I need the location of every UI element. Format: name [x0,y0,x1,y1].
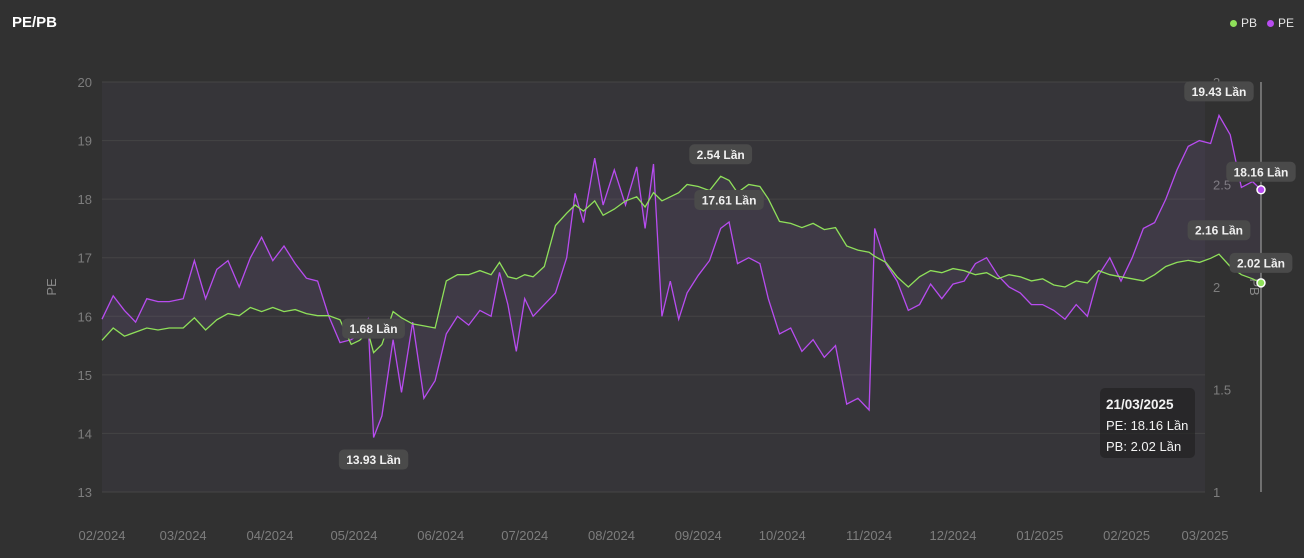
y-left-tick-label: 14 [78,426,92,441]
y-right-tick-label: 2.5 [1213,178,1231,193]
chart-tooltip: 21/03/2025 PE: 18.16 Lần PB: 2.02 Lần [1100,388,1195,458]
legend-label-pe: PE [1277,16,1294,30]
y-left-tick-label: 13 [78,485,92,500]
end-point-pb [1256,278,1266,288]
data-label-pe: 18.16 Lần [1234,165,1289,179]
series-line-pb [101,175,1262,354]
x-tick-label: 09/2024 [675,528,722,543]
y-left-axis-title: PE [44,278,59,296]
x-tick-label: 02/2025 [1103,528,1150,543]
y-left-tick-label: 17 [78,251,92,266]
y-left-tick-label: 19 [78,134,92,149]
x-tick-label: 04/2024 [246,528,293,543]
tooltip-pb: PB: 2.02 Lần [1106,439,1182,454]
y-left-tick-label: 15 [78,368,92,383]
x-tick-label: 02/2024 [79,528,126,543]
series-band [102,115,1261,438]
tooltip-date: 21/03/2025 [1106,397,1174,412]
tooltip-pe: PE: 18.16 Lần [1106,418,1189,433]
x-tick-label: 03/2025 [1182,528,1229,543]
x-tick-label: 08/2024 [588,528,635,543]
x-tick-label: 01/2025 [1016,528,1063,543]
data-label-pb-bg [342,318,405,339]
x-tick-label: 03/2024 [160,528,207,543]
data-label-pe-bg [1226,161,1296,182]
data-label-pb-bg [689,144,753,165]
data-label-pe-bg [694,189,764,210]
legend-dot-pb [1229,19,1237,27]
chart-legend: PB PE [1229,16,1294,30]
legend-label-pb: PB [1240,16,1257,30]
series-line-pe [101,113,1262,438]
data-label-pe: 19.43 Lần [1192,85,1247,99]
x-tick-label: 06/2024 [417,528,464,543]
x-tick-label: 12/2024 [930,528,977,543]
y-left-tick-label: 18 [78,192,92,207]
y-left-tick-label: 20 [78,75,92,90]
legend-item-pb[interactable]: PB [1229,16,1257,30]
x-tick-label: 11/2024 [846,528,892,543]
data-label-pe: 13.93 Lần [346,453,401,467]
data-label-pe-bg [338,449,409,470]
data-label-pb-bg [1187,220,1251,241]
x-tick-label: 07/2024 [501,528,548,543]
data-label-pb-bg [1229,252,1293,273]
legend-dot-pe [1266,19,1274,27]
plot-area [102,82,1205,492]
y-left-tick-label: 16 [78,309,92,324]
data-label-pb: 1.68 Lần [350,322,398,336]
y-right-tick-label: 1.5 [1213,383,1231,398]
data-label-pe: 17.61 Lần [702,193,757,207]
data-label-pe-bg [1184,81,1254,102]
data-label-pb: 2.02 Lần [1237,256,1285,270]
y-right-tick-label: 1 [1213,485,1220,500]
data-label-pb: 2.54 Lần [697,148,745,162]
y-right-tick-label: 2 [1213,280,1220,295]
data-label-pb: 2.16 Lần [1195,224,1243,238]
x-tick-label: 10/2024 [759,528,806,543]
x-tick-label: 05/2024 [330,528,377,543]
page-title: PE/PB [12,14,58,31]
end-point-pe [1256,185,1266,195]
legend-item-pe[interactable]: PE [1266,16,1294,30]
